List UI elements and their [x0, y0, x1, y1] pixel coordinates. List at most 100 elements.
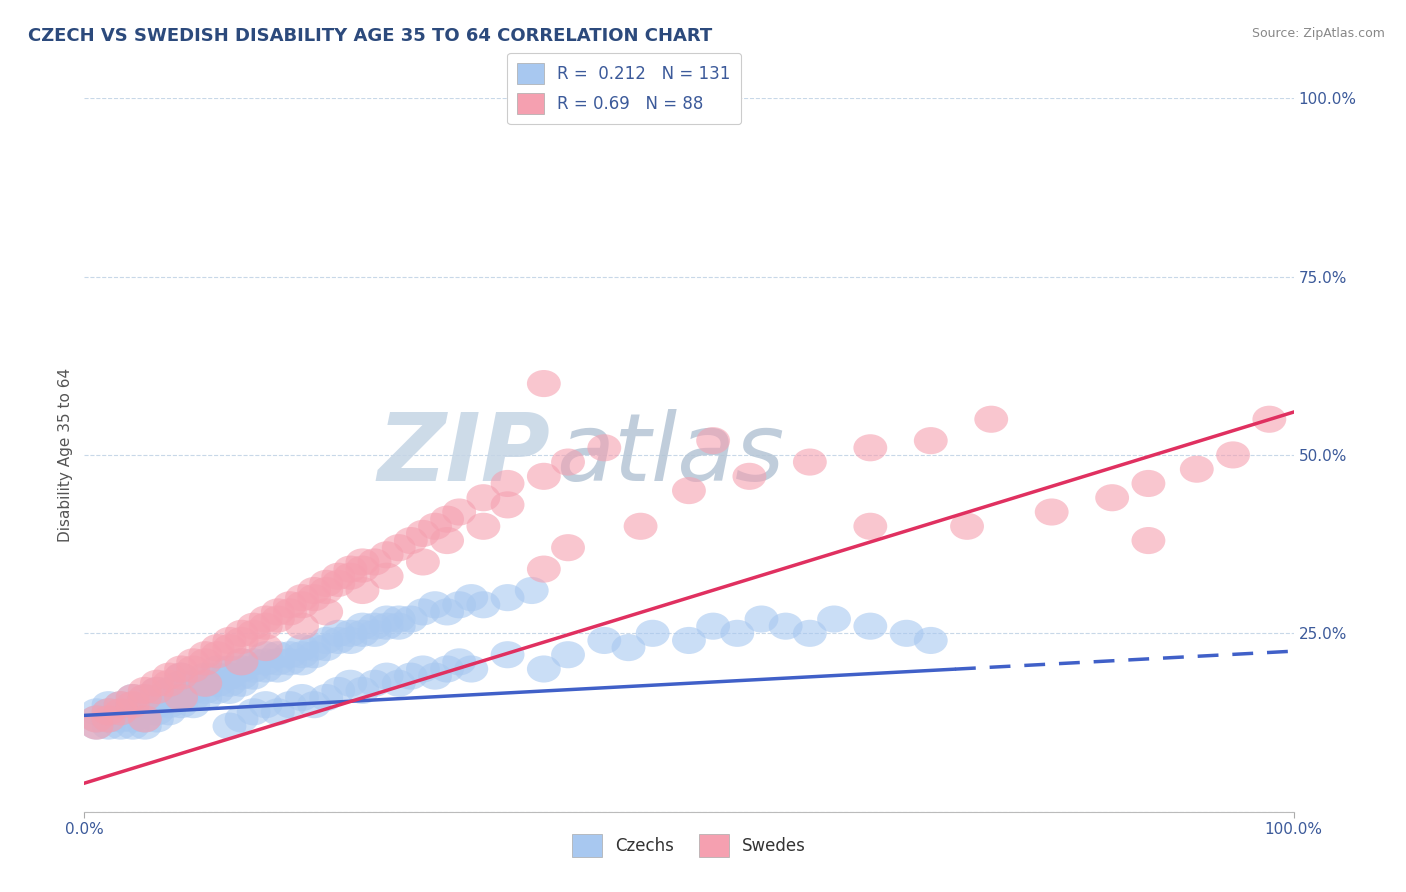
- Ellipse shape: [382, 613, 416, 640]
- Text: ZIP: ZIP: [377, 409, 550, 501]
- Ellipse shape: [225, 648, 259, 675]
- Ellipse shape: [262, 606, 295, 632]
- Ellipse shape: [115, 691, 149, 718]
- Ellipse shape: [370, 613, 404, 640]
- Ellipse shape: [322, 677, 356, 704]
- Ellipse shape: [382, 606, 416, 632]
- Ellipse shape: [141, 684, 174, 711]
- Ellipse shape: [236, 620, 270, 647]
- Ellipse shape: [201, 677, 235, 704]
- Ellipse shape: [188, 648, 222, 675]
- Ellipse shape: [853, 513, 887, 540]
- Ellipse shape: [297, 691, 330, 718]
- Ellipse shape: [285, 641, 319, 668]
- Ellipse shape: [165, 663, 198, 690]
- Ellipse shape: [309, 627, 343, 654]
- Ellipse shape: [588, 434, 621, 461]
- Ellipse shape: [273, 648, 307, 675]
- Text: CZECH VS SWEDISH DISABILITY AGE 35 TO 64 CORRELATION CHART: CZECH VS SWEDISH DISABILITY AGE 35 TO 64…: [28, 27, 713, 45]
- Ellipse shape: [188, 663, 222, 690]
- Ellipse shape: [297, 577, 330, 604]
- Ellipse shape: [249, 691, 283, 718]
- Ellipse shape: [357, 613, 391, 640]
- Ellipse shape: [285, 634, 319, 661]
- Ellipse shape: [588, 627, 621, 654]
- Ellipse shape: [333, 627, 367, 654]
- Ellipse shape: [249, 606, 283, 632]
- Ellipse shape: [443, 499, 477, 525]
- Ellipse shape: [176, 677, 209, 704]
- Ellipse shape: [236, 656, 270, 682]
- Ellipse shape: [285, 591, 319, 618]
- Ellipse shape: [201, 663, 235, 690]
- Ellipse shape: [285, 684, 319, 711]
- Ellipse shape: [273, 641, 307, 668]
- Text: Source: ZipAtlas.com: Source: ZipAtlas.com: [1251, 27, 1385, 40]
- Ellipse shape: [128, 684, 162, 711]
- Ellipse shape: [1216, 442, 1250, 468]
- Ellipse shape: [236, 613, 270, 640]
- Ellipse shape: [297, 584, 330, 611]
- Ellipse shape: [527, 656, 561, 682]
- Ellipse shape: [406, 656, 440, 682]
- Ellipse shape: [91, 698, 125, 725]
- Ellipse shape: [370, 541, 404, 568]
- Ellipse shape: [80, 713, 114, 739]
- Ellipse shape: [914, 627, 948, 654]
- Ellipse shape: [1035, 499, 1069, 525]
- Ellipse shape: [333, 563, 367, 590]
- Ellipse shape: [406, 599, 440, 625]
- Ellipse shape: [115, 706, 149, 732]
- Ellipse shape: [201, 641, 235, 668]
- Ellipse shape: [793, 449, 827, 475]
- Ellipse shape: [551, 449, 585, 475]
- Ellipse shape: [467, 513, 501, 540]
- Ellipse shape: [225, 663, 259, 690]
- Ellipse shape: [249, 656, 283, 682]
- Ellipse shape: [1132, 470, 1166, 497]
- Ellipse shape: [212, 627, 246, 654]
- Ellipse shape: [430, 527, 464, 554]
- Ellipse shape: [285, 613, 319, 640]
- Ellipse shape: [527, 463, 561, 490]
- Ellipse shape: [176, 648, 209, 675]
- Ellipse shape: [467, 591, 501, 618]
- Ellipse shape: [115, 691, 149, 718]
- Ellipse shape: [104, 691, 138, 718]
- Ellipse shape: [394, 527, 427, 554]
- Ellipse shape: [745, 606, 779, 632]
- Ellipse shape: [974, 406, 1008, 433]
- Ellipse shape: [430, 656, 464, 682]
- Ellipse shape: [370, 606, 404, 632]
- Ellipse shape: [454, 584, 488, 611]
- Ellipse shape: [322, 627, 356, 654]
- Ellipse shape: [104, 691, 138, 718]
- Ellipse shape: [80, 713, 114, 739]
- Ellipse shape: [212, 663, 246, 690]
- Ellipse shape: [249, 613, 283, 640]
- Ellipse shape: [890, 620, 924, 647]
- Ellipse shape: [769, 613, 803, 640]
- Ellipse shape: [165, 670, 198, 697]
- Ellipse shape: [624, 513, 658, 540]
- Ellipse shape: [733, 463, 766, 490]
- Ellipse shape: [225, 670, 259, 697]
- Ellipse shape: [382, 670, 416, 697]
- Ellipse shape: [273, 691, 307, 718]
- Ellipse shape: [141, 677, 174, 704]
- Ellipse shape: [443, 591, 477, 618]
- Ellipse shape: [212, 713, 246, 739]
- Ellipse shape: [491, 641, 524, 668]
- Ellipse shape: [1253, 406, 1286, 433]
- Ellipse shape: [104, 706, 138, 732]
- Ellipse shape: [853, 434, 887, 461]
- Ellipse shape: [225, 656, 259, 682]
- Ellipse shape: [141, 691, 174, 718]
- Ellipse shape: [914, 427, 948, 454]
- Ellipse shape: [212, 670, 246, 697]
- Ellipse shape: [188, 641, 222, 668]
- Ellipse shape: [491, 491, 524, 518]
- Ellipse shape: [91, 713, 125, 739]
- Ellipse shape: [297, 641, 330, 668]
- Ellipse shape: [176, 656, 209, 682]
